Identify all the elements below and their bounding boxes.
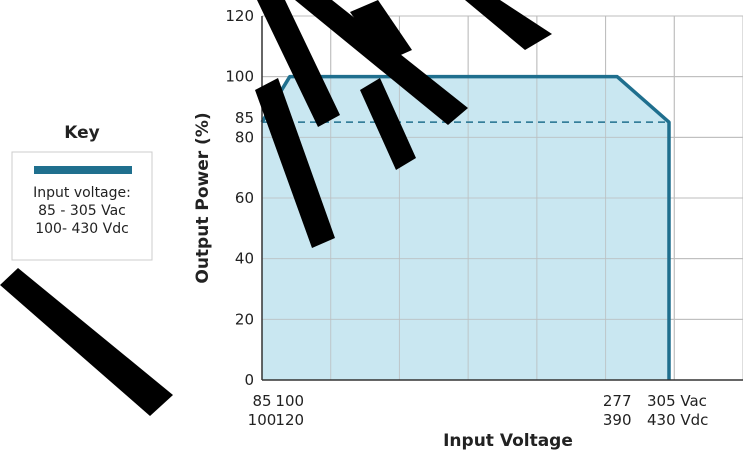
- y-tick-label: 100: [225, 68, 254, 86]
- watermark-stroke-3: [295, 0, 468, 125]
- area-layer: [260, 15, 743, 381]
- watermark-stroke-5: [360, 78, 416, 170]
- watermark-stroke-2: [257, 0, 340, 127]
- x-tick-label-vdc: 390: [603, 411, 632, 429]
- watermark: [0, 0, 552, 416]
- watermark-stroke-7: [255, 78, 335, 248]
- axes: [261, 16, 743, 381]
- key-line-2: 85 - 305 Vac: [38, 203, 126, 219]
- y-tick-label: 40: [235, 250, 254, 268]
- x-tick-label-vac: 305 Vac: [647, 392, 707, 410]
- x-tick-label-vdc: 100: [248, 411, 277, 429]
- watermark-stroke-1: [0, 268, 173, 416]
- x-tick-label-vac: 100: [275, 392, 304, 410]
- x-tick-label-vdc: 430 Vdc: [647, 411, 708, 429]
- x-tick-label-vac: 277: [603, 392, 632, 410]
- y-annotation-label: 85: [235, 109, 254, 127]
- x-axis-title: Input Voltage: [443, 431, 573, 451]
- x-tick-label-vac: 85: [252, 392, 271, 410]
- key-panel: Key Input voltage: 85 - 305 Vac 100- 430…: [11, 123, 153, 261]
- y-tick-label: 120: [225, 7, 254, 25]
- key-title: Key: [64, 123, 100, 143]
- y-tick-label: 0: [244, 371, 254, 389]
- y-tick-label: 80: [235, 128, 254, 146]
- x-tick-label-vdc: 120: [275, 411, 304, 429]
- key-line-1: Input voltage:: [33, 185, 131, 201]
- y-tick-label: 60: [235, 189, 254, 207]
- y-tick-label: 20: [235, 310, 254, 328]
- watermark-stroke-6: [465, 0, 552, 50]
- watermark-stroke-4: [350, 0, 412, 62]
- key-line-3: 100- 430 Vdc: [35, 221, 129, 237]
- operating-area: [262, 76, 669, 381]
- y-axis-title: Output Power (%): [193, 112, 213, 283]
